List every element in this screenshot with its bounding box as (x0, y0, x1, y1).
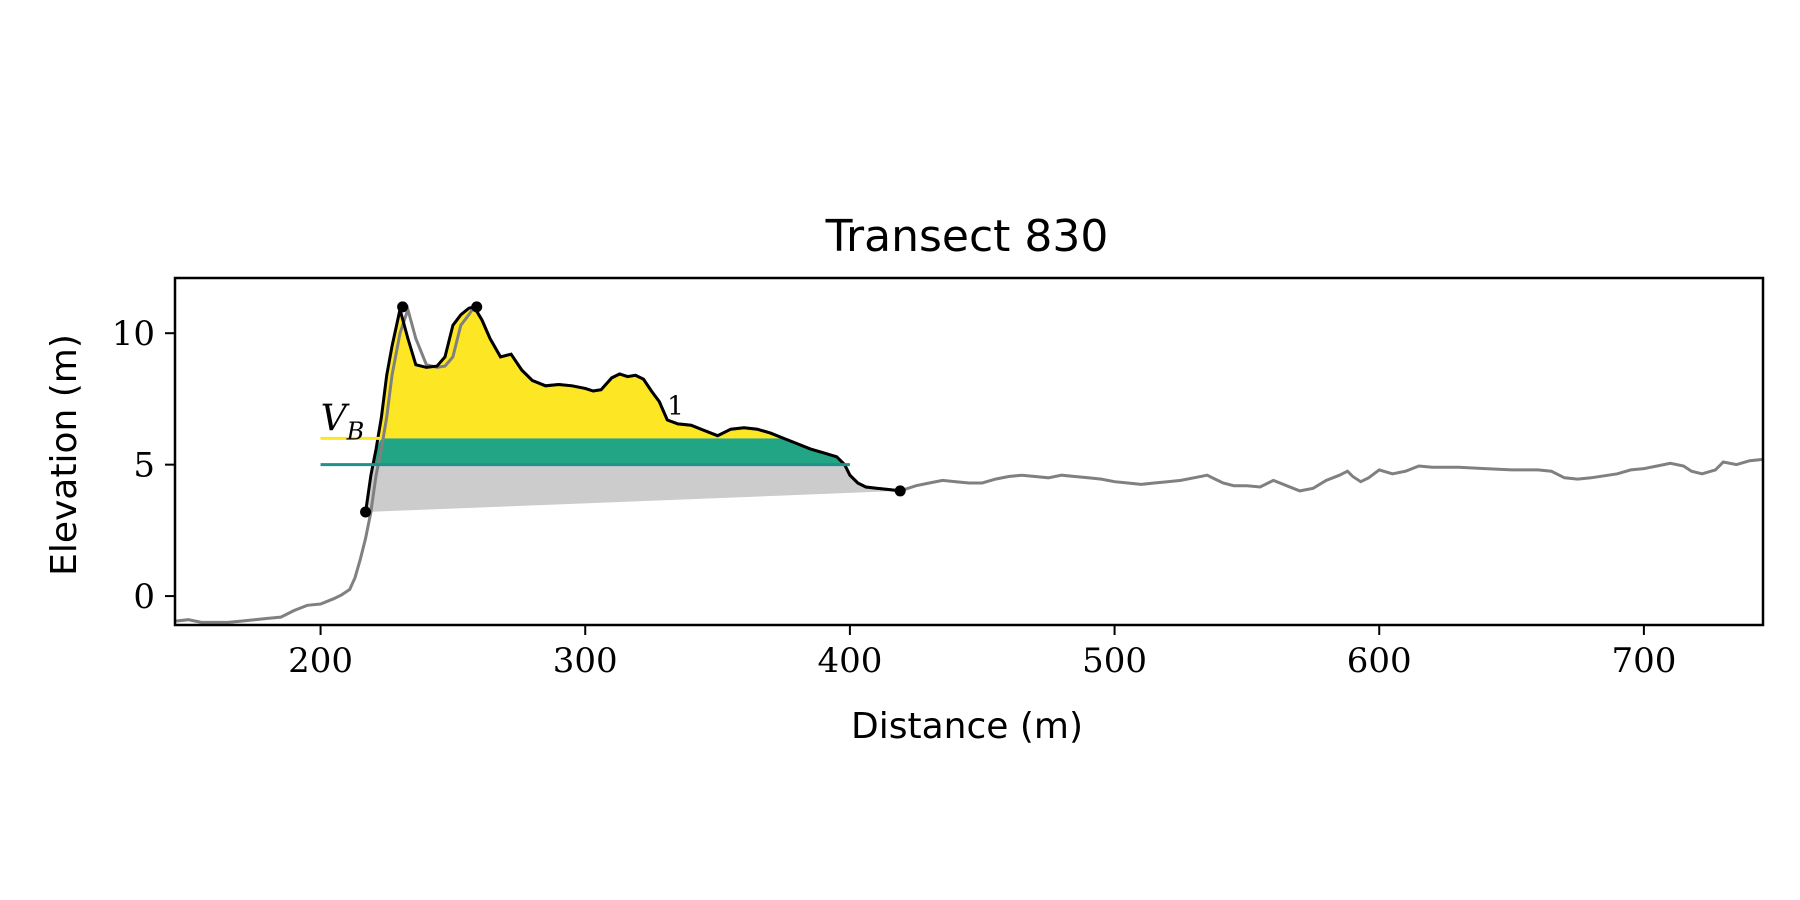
x-tick-label: 300 (553, 641, 618, 681)
chart-title: Transect 830 (825, 211, 1109, 262)
volume-mid-fill (373, 438, 845, 465)
x-tick-label: 600 (1347, 641, 1412, 681)
profile-marker-2 (397, 301, 409, 313)
y-tick-label: 5 (133, 446, 155, 486)
x-tick-label: 700 (1611, 641, 1676, 681)
dune-profile-line (364, 305, 901, 513)
x-axis-label: Distance (m) (851, 706, 1083, 747)
x-tick-label: 400 (817, 641, 882, 681)
y-axis-label: Elevation (m) (44, 334, 85, 576)
profile-marker-3 (471, 301, 483, 313)
volume-top-fill (377, 306, 784, 439)
profile-marker-4 (894, 485, 906, 497)
plot-frame (173, 276, 1765, 627)
vb-annotation: VB (321, 398, 365, 445)
y-tick-label: 10 (112, 314, 155, 354)
x-tick-label: 500 (1082, 641, 1147, 681)
profile-marker-1 (360, 506, 372, 518)
x-tick-label: 200 (288, 641, 353, 681)
y-tick-label: 0 (133, 577, 155, 617)
segment-annotation-1: 1 (667, 392, 684, 422)
